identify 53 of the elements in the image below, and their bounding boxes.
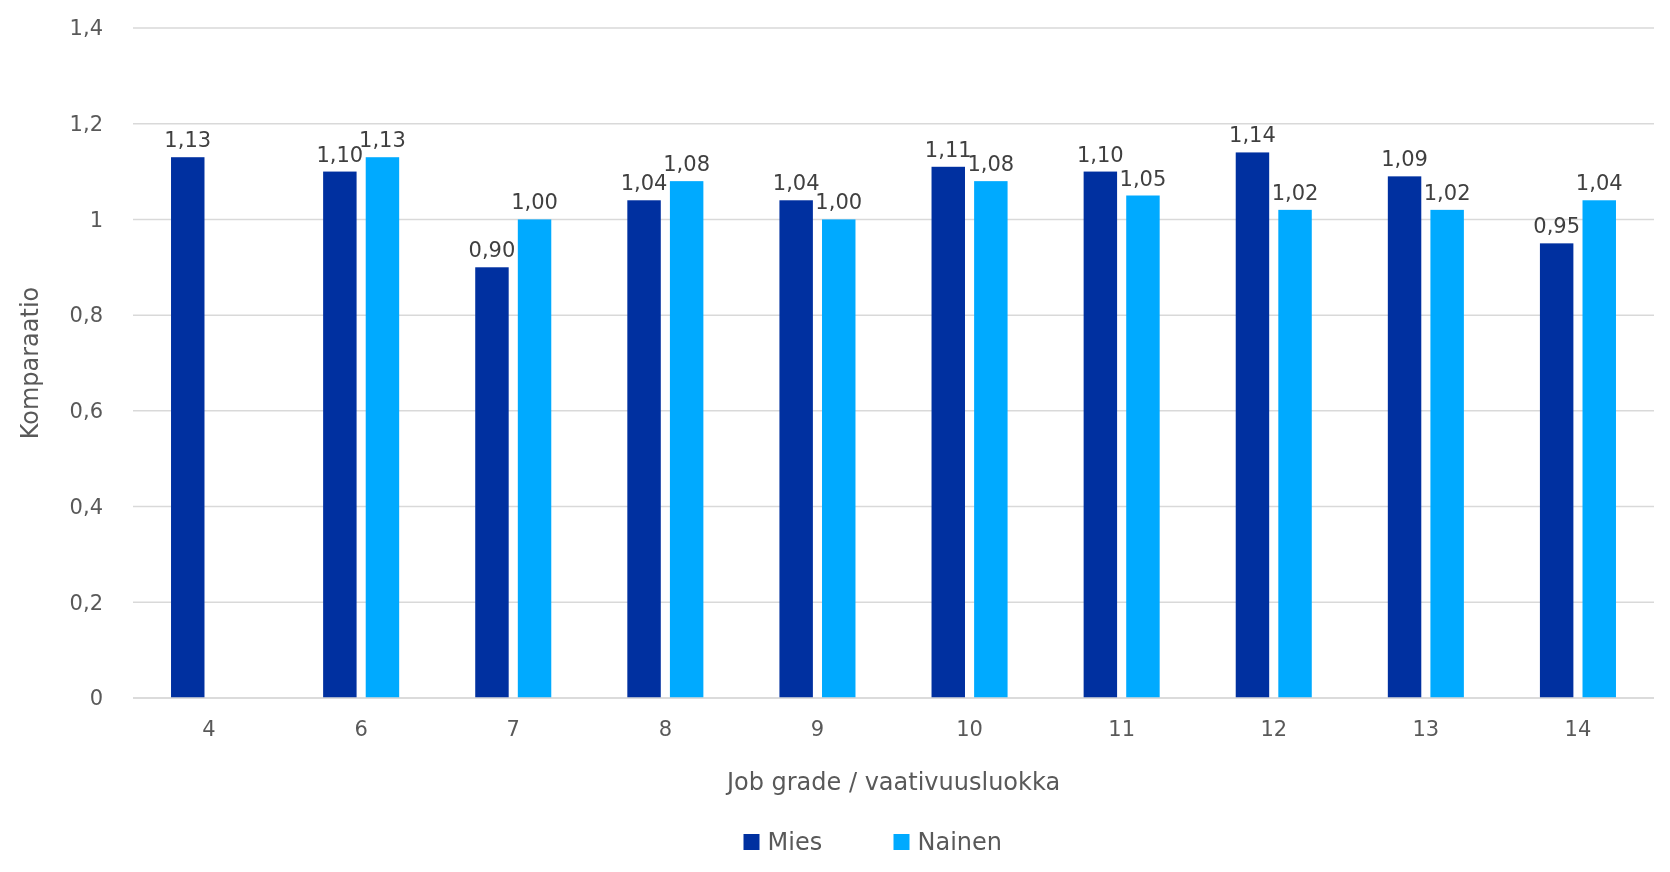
bar: [1430, 209, 1464, 698]
x-tick-label: 12: [1260, 717, 1288, 741]
x-tick-label: 6: [354, 717, 368, 741]
bar: [669, 181, 704, 698]
bar: [365, 157, 400, 698]
legend-label: Mies: [767, 828, 823, 856]
data-label: 1,09: [1381, 147, 1428, 172]
x-tick-label: 10: [956, 717, 983, 741]
bar: [974, 181, 1008, 698]
data-label: 1,10: [1076, 142, 1124, 167]
bar: [171, 157, 205, 698]
bar: [517, 219, 552, 698]
data-label: 1,04: [1575, 171, 1623, 196]
x-tick-label: 13: [1412, 717, 1440, 741]
bar: [1278, 209, 1312, 698]
y-tick-label: 0,2: [69, 590, 103, 615]
x-tick-label: 11: [1108, 717, 1136, 741]
bar: [822, 219, 856, 698]
x-tick-label: 14: [1564, 717, 1592, 741]
bar: [1539, 243, 1574, 698]
x-tick-label: 7: [506, 717, 520, 741]
y-tick-label: 1: [89, 207, 103, 232]
bar: [1235, 152, 1270, 698]
x-axis-title: Job grade / vaativuusluokka: [724, 768, 1061, 796]
bar: [323, 171, 357, 698]
x-tick-label: 8: [658, 717, 673, 741]
bar: [1126, 195, 1160, 698]
y-tick-label: 1,2: [69, 112, 103, 137]
x-tick-label: 4: [202, 717, 216, 741]
data-label: 0,95: [1533, 214, 1581, 239]
data-label: 0,90: [468, 238, 516, 263]
bar: [1083, 171, 1118, 698]
bar: [1582, 200, 1616, 698]
legend-label: Nainen: [917, 828, 1003, 856]
bar: [1387, 176, 1422, 698]
y-tick-label: 0: [89, 686, 103, 711]
y-tick-label: 0,4: [69, 494, 103, 519]
data-label: 1,02: [1271, 180, 1319, 205]
data-label: 1,13: [164, 128, 212, 153]
bar: [475, 267, 509, 698]
data-label: 1,14: [1229, 123, 1276, 148]
y-tick-label: 0,6: [69, 399, 103, 424]
bar: [931, 166, 965, 698]
x-tick-label: 9: [810, 717, 825, 741]
bar: [779, 200, 813, 698]
data-label: 1,00: [815, 190, 863, 215]
data-label: 1,00: [511, 190, 558, 215]
y-tick-label: 0,8: [69, 303, 103, 328]
y-tick-label: 1,4: [69, 16, 103, 41]
data-label: 1,02: [1423, 180, 1471, 205]
data-label: 1,05: [1119, 166, 1167, 191]
y-axis-title: Komparaatio: [16, 286, 44, 440]
bar: [627, 200, 661, 698]
